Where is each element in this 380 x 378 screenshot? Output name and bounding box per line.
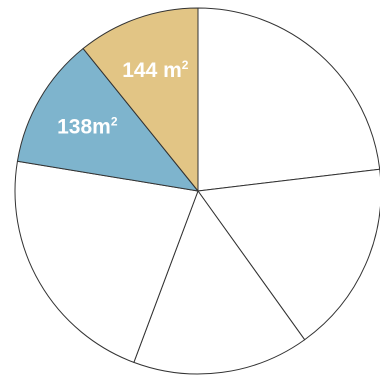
pie-slice-6 [82,7,199,192]
slice-label-value: 138m [57,115,111,138]
slice-label-superscript: 2 [111,114,118,128]
pie-slice-label-5: 138m2 [57,114,118,138]
pie-slices [14,7,380,375]
pie-slice-4 [14,160,199,363]
pie-slice-3 [133,190,306,375]
pie-slice-1 [197,7,380,192]
slice-label-superscript: 2 [182,58,189,72]
pie-slice-label-6: 144 m2 [122,58,189,82]
slice-label-value: 144 m [122,59,182,82]
pie-slice-5 [16,48,199,192]
pie-slice-2 [197,168,380,341]
